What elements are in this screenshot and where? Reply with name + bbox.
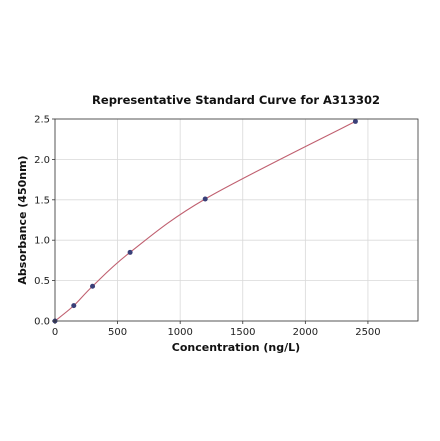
x-tick-label: 500: [108, 327, 127, 338]
data-point: [202, 196, 208, 202]
y-tick-label: 1.5: [34, 195, 50, 206]
y-tick-label: 2.0: [34, 155, 50, 166]
grid-lines: [54, 118, 418, 322]
x-tick-label: 2500: [355, 327, 380, 338]
x-tick-label: 2000: [293, 327, 318, 338]
y-tick-label: 0.5: [34, 276, 50, 287]
chart-title: Representative Standard Curve for A31330…: [92, 93, 380, 107]
x-tick-label: 1000: [167, 327, 192, 338]
y-tick-label: 0.0: [34, 317, 50, 328]
plot-frame: [54, 118, 419, 322]
x-axis-label: Concentration (ng/L): [172, 341, 300, 354]
data-point: [352, 118, 358, 124]
data-point: [127, 249, 133, 255]
fit-curve-layer: [54, 120, 356, 322]
fit-curve-line: [54, 120, 356, 322]
y-axis-label: Absorbance (450nm): [16, 155, 29, 284]
x-tick-label: 1500: [230, 327, 255, 338]
x-axis-ticks: 0 500 1000 1500 2000 2500: [52, 321, 381, 338]
x-tick-label: 0: [52, 327, 58, 338]
y-tick-label: 1.0: [34, 236, 50, 247]
data-points: [52, 118, 358, 324]
y-axis-ticks: 0.0 0.5 1.0 1.5 2.0 2.5: [34, 115, 55, 328]
y-tick-label: 2.5: [34, 115, 50, 126]
data-point: [90, 283, 96, 289]
data-point: [71, 303, 77, 309]
